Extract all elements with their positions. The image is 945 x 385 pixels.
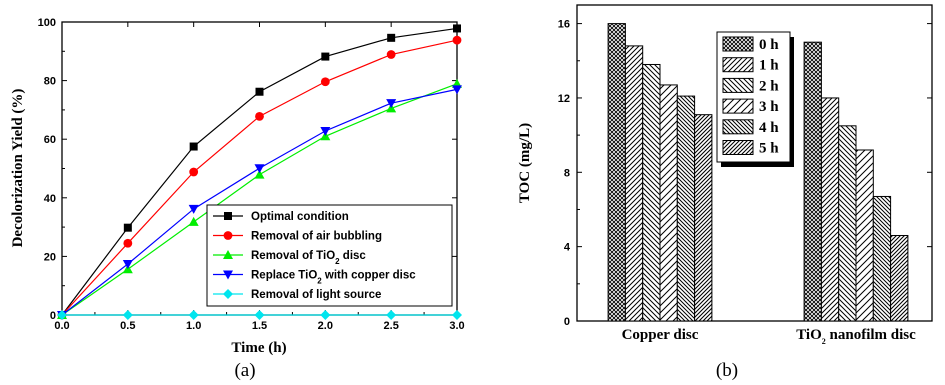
data-point xyxy=(254,164,265,174)
data-point xyxy=(320,126,331,136)
data-point xyxy=(188,310,199,320)
legend-label: Removal of light source xyxy=(251,289,381,301)
bar xyxy=(694,114,713,322)
data-point xyxy=(188,216,199,226)
y-tick-label: 4 xyxy=(564,242,571,254)
data-point xyxy=(452,85,462,95)
bar xyxy=(803,41,822,322)
plot-frame xyxy=(576,4,933,322)
legend-swatch xyxy=(722,119,754,135)
y-tick-label: 60 xyxy=(44,134,56,146)
legend-marker xyxy=(223,231,233,240)
y-tick-label: 16 xyxy=(558,19,570,31)
legend-label: 0 h xyxy=(759,37,779,53)
legend-label: Replace TiO2 with copper disc xyxy=(251,270,416,286)
bar xyxy=(838,125,857,322)
y-tick-label: 80 xyxy=(44,76,56,88)
bar xyxy=(607,23,626,322)
legend-label: Removal of air bubbling xyxy=(251,231,382,243)
caption-b: (b) xyxy=(716,360,738,381)
data-point xyxy=(387,33,396,42)
bar xyxy=(855,149,874,322)
y-tick-label: 0 xyxy=(50,310,56,322)
legend-swatch xyxy=(722,36,754,52)
x-tick-label: 0.5 xyxy=(120,320,135,332)
y-tick-label: 8 xyxy=(564,167,570,179)
bar xyxy=(872,195,892,322)
legend-marker xyxy=(224,212,232,220)
y-tick-label: 20 xyxy=(44,251,56,263)
y-axis-label: Decolorization Yield (%) xyxy=(10,89,26,248)
legend-swatch xyxy=(722,140,754,155)
category-label: TiO2 nanofilm disc xyxy=(796,327,916,346)
bar-chart-panel: 0 4 8 12 16 Copper disc TiO2 nanofilm disc TO… xyxy=(517,4,933,346)
legend-label: 2 h xyxy=(759,78,779,94)
data-point xyxy=(254,310,265,320)
data-point xyxy=(123,223,132,232)
data-point xyxy=(452,310,462,320)
data-point xyxy=(321,52,330,61)
data-point xyxy=(122,310,133,320)
data-point xyxy=(452,35,462,45)
x-tick-label: 1.5 xyxy=(252,320,267,332)
bar xyxy=(624,45,644,322)
bars xyxy=(607,23,909,322)
data-point xyxy=(189,167,199,177)
legend-label: Optimal condition xyxy=(251,211,349,223)
y-tick-label: 12 xyxy=(558,93,570,105)
data-point xyxy=(254,169,265,179)
bar xyxy=(676,95,696,322)
data-point xyxy=(386,50,396,59)
legend: Optimal condition Removal of air bubbling… xyxy=(206,204,453,307)
legend-marker xyxy=(223,270,233,280)
data-point xyxy=(386,99,397,109)
data-point xyxy=(189,142,198,151)
data-point xyxy=(453,24,461,33)
category-labels: Copper disc TiO2 nanofilm disc xyxy=(622,327,917,346)
y-tick-label: 40 xyxy=(44,193,56,205)
y-tick-label: 100 xyxy=(38,17,56,29)
axis-ticks: 0.0 0.5 1.0 1.5 2.0 2.5 3.0 0 20 40 60 80 100 xyxy=(38,17,465,332)
legend-label: 1 h xyxy=(759,58,779,74)
series-markers xyxy=(57,24,462,320)
x-tick-label: 1.0 xyxy=(186,320,201,332)
bar xyxy=(890,234,909,322)
y-tick-label: 0 xyxy=(564,316,570,328)
legend-marker xyxy=(223,289,233,299)
bar xyxy=(820,97,840,322)
legend-label: Removal of TiO2 disc xyxy=(251,250,366,266)
data-point xyxy=(255,111,264,121)
category-label: Copper disc xyxy=(622,327,699,343)
caption-a: (a) xyxy=(234,360,255,381)
x-axis-label: Time (h) xyxy=(231,340,286,356)
x-tick-label: 2.5 xyxy=(384,320,399,332)
data-point xyxy=(122,260,133,270)
data-point xyxy=(320,310,331,320)
legend-swatch xyxy=(722,57,754,73)
data-point xyxy=(123,238,133,248)
bar xyxy=(642,63,661,322)
legend-swatch xyxy=(722,98,754,114)
x-tick-label: 2.0 xyxy=(318,320,333,332)
legend-marker xyxy=(223,250,233,259)
x-tick-label: 3.0 xyxy=(449,320,464,332)
data-point xyxy=(320,77,330,87)
data-point xyxy=(188,204,199,214)
data-point xyxy=(386,310,397,320)
data-point xyxy=(57,310,67,320)
data-point xyxy=(255,87,264,96)
legend-label: 5 h xyxy=(759,141,779,157)
y-axis-label: TOC (mg/L) xyxy=(517,123,533,203)
legend-label: 4 h xyxy=(759,120,779,136)
legend-box xyxy=(206,204,453,307)
x-tick-label: 0.0 xyxy=(54,320,69,332)
legend-swatch xyxy=(722,77,754,93)
legend-label: 3 h xyxy=(759,99,779,115)
legend: 0 h 1 h 2 h 3 h 4 h 5 h xyxy=(716,31,794,167)
bar xyxy=(659,84,678,322)
line-chart-panel: 0.0 0.5 1.0 1.5 2.0 2.5 3.0 0 20 40 60 80 100 Time (… xyxy=(10,17,465,356)
